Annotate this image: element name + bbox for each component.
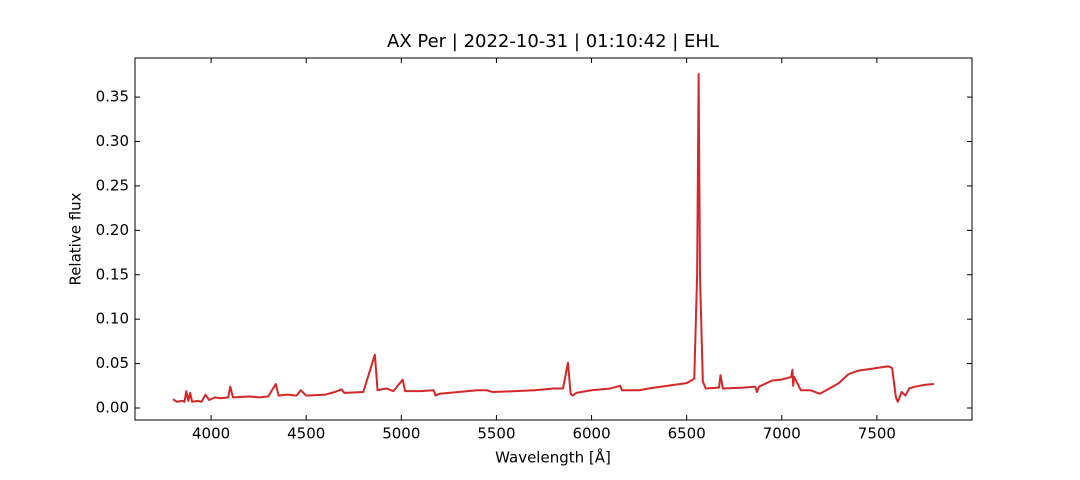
y-tick-label: 0.35 xyxy=(96,88,129,106)
x-tick-label: 5000 xyxy=(382,425,420,443)
y-tick-label: 0.20 xyxy=(96,221,129,239)
y-tick-label: 0.10 xyxy=(96,310,129,328)
x-tick-label: 7500 xyxy=(858,425,896,443)
x-tick-label: 4000 xyxy=(192,425,230,443)
y-tick-label: 0.30 xyxy=(96,132,129,150)
x-tick-label: 7000 xyxy=(763,425,801,443)
plot-frame xyxy=(134,57,973,421)
x-tick-label: 4500 xyxy=(287,425,325,443)
y-tick-label: 0.25 xyxy=(96,176,129,194)
x-tick-label: 6000 xyxy=(572,425,610,443)
chart-title: AX Per | 2022-10-31 | 01:10:42 | EHL xyxy=(387,31,719,52)
y-tick-label: 0.05 xyxy=(96,354,129,372)
x-tick-label: 6500 xyxy=(668,425,706,443)
x-tick-label: 5500 xyxy=(477,425,515,443)
y-tick-label: 0.15 xyxy=(96,265,129,283)
spectrum-line xyxy=(172,72,935,403)
x-axis-label: Wavelength [Å] xyxy=(495,448,611,467)
y-axis-label: Relative flux xyxy=(67,192,85,285)
y-tick-label: 0.00 xyxy=(96,399,129,417)
